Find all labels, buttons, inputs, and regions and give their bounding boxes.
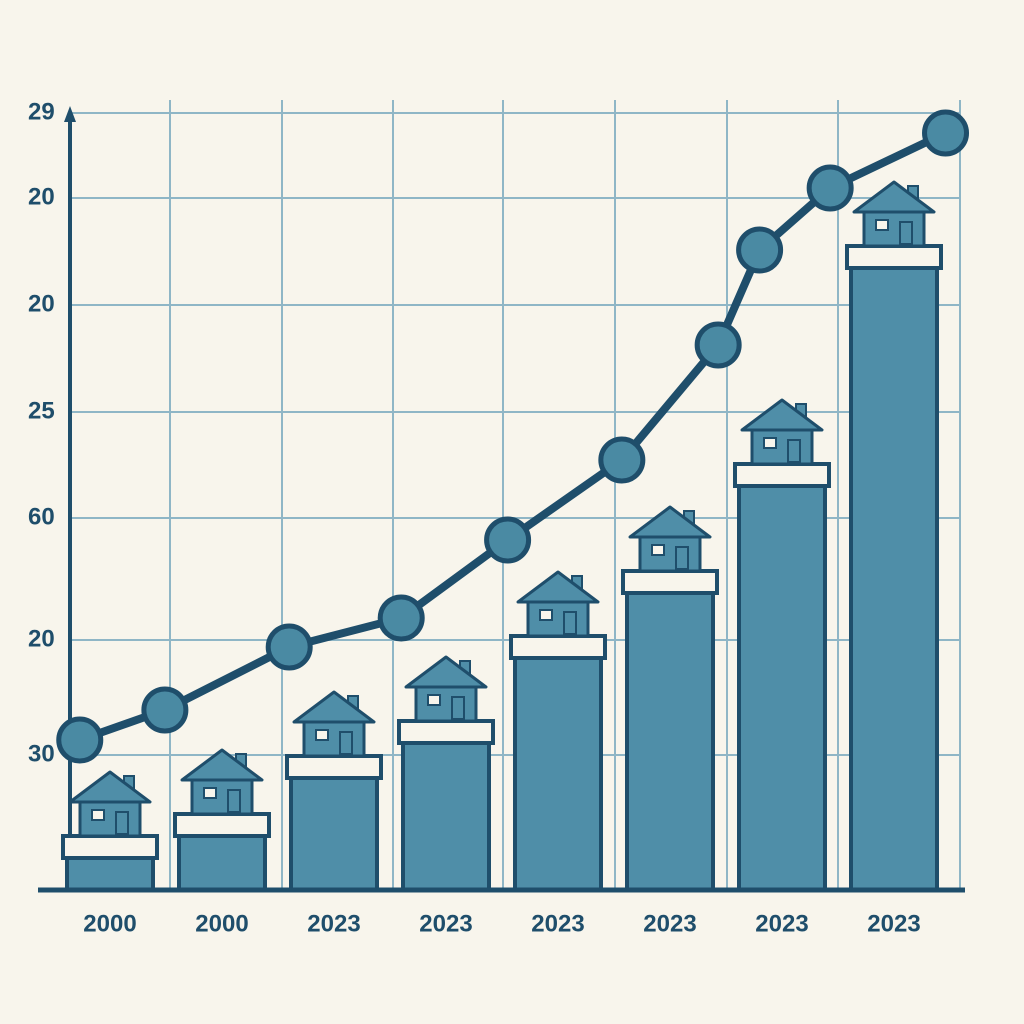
house-door	[563, 611, 577, 635]
house-roof	[516, 570, 600, 604]
y-axis-arrow	[64, 106, 76, 122]
house-icon	[292, 690, 376, 758]
bar-cap	[621, 569, 719, 595]
house-icon	[852, 180, 936, 248]
house-window	[539, 609, 553, 621]
y-tick-label: 20	[28, 625, 55, 652]
house-door	[899, 221, 913, 245]
vertical-grid	[169, 100, 961, 890]
x-tick-label: 2023	[755, 910, 808, 937]
x-tick-label: 2023	[531, 910, 584, 937]
bar	[625, 573, 715, 892]
house-body	[638, 535, 702, 573]
line-marker	[598, 436, 646, 484]
bar-cap	[845, 244, 943, 270]
bar	[849, 248, 939, 892]
house-roof	[404, 655, 488, 689]
x-tick-label: 2023	[867, 910, 920, 937]
house-roof	[628, 505, 712, 539]
bar-cap	[285, 754, 383, 780]
house-door	[451, 696, 465, 720]
line-marker	[484, 516, 532, 564]
house-window	[763, 437, 777, 449]
house-body	[526, 600, 590, 638]
x-tick-label: 2023	[307, 910, 360, 937]
y-tick-label: 20	[28, 183, 55, 210]
house-window	[875, 219, 889, 231]
house-body	[750, 428, 814, 466]
bar-cap	[509, 634, 607, 660]
line-marker	[736, 226, 784, 274]
bar-cap	[173, 812, 271, 838]
house-roof	[292, 690, 376, 724]
line-marker	[377, 594, 425, 642]
house-door	[675, 546, 689, 570]
line-marker	[141, 686, 189, 734]
house-door	[339, 731, 353, 755]
x-tick-label: 2000	[195, 910, 248, 937]
bar-cap	[61, 834, 159, 860]
house-window	[651, 544, 665, 556]
house-roof	[852, 180, 936, 214]
line-marker	[265, 623, 313, 671]
y-tick-label: 25	[28, 397, 55, 424]
line-marker	[806, 164, 854, 212]
y-tick-label: 29	[28, 98, 55, 125]
bar	[513, 638, 603, 892]
line-marker	[56, 716, 104, 764]
house-icon	[404, 655, 488, 723]
line-marker	[694, 321, 742, 369]
x-tick-label: 2023	[419, 910, 472, 937]
house-window	[91, 809, 105, 821]
house-icon	[740, 398, 824, 466]
bar-cap	[397, 719, 495, 745]
house-window	[203, 787, 217, 799]
bar-cap	[733, 462, 831, 488]
house-icon	[628, 505, 712, 573]
house-roof	[68, 770, 152, 804]
house-roof	[180, 748, 264, 782]
y-tick-label: 60	[28, 503, 55, 530]
house-door	[787, 439, 801, 463]
bar	[401, 723, 491, 892]
line	[78, 129, 948, 744]
house-body	[190, 778, 254, 816]
x-tick-label: 2023	[643, 910, 696, 937]
line-marker	[922, 109, 970, 157]
house-icon	[68, 770, 152, 838]
house-door	[115, 811, 129, 835]
house-body	[414, 685, 478, 723]
house-icon	[516, 570, 600, 638]
house-door	[227, 789, 241, 813]
x-tick-label: 2000	[83, 910, 136, 937]
house-body	[862, 210, 926, 248]
house-body	[78, 800, 142, 838]
y-tick-label: 30	[28, 740, 55, 767]
bar	[737, 466, 827, 892]
house-roof	[740, 398, 824, 432]
y-tick-label: 20	[28, 290, 55, 317]
house-icon	[180, 748, 264, 816]
house-body	[302, 720, 366, 758]
house-window	[315, 729, 329, 741]
house-window	[427, 694, 441, 706]
